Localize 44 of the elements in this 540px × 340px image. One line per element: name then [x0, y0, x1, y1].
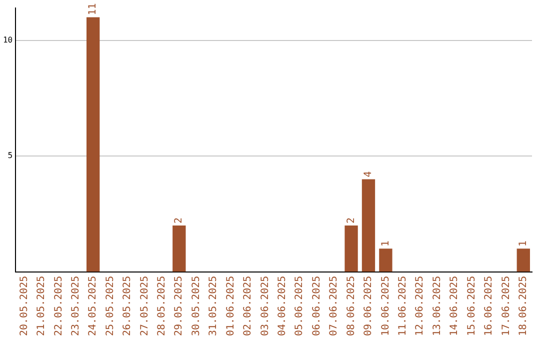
y-tick-label: 5: [8, 151, 13, 160]
x-tick-label: 15.06.2025: [466, 276, 478, 336]
bar: [172, 226, 186, 272]
x-tick-label: 03.06.2025: [260, 276, 271, 336]
x-tick-label: 28.05.2025: [156, 276, 168, 336]
x-tick-label: 18.06.2025: [518, 276, 529, 336]
x-tick-label: 26.05.2025: [122, 276, 134, 336]
x-tick-label: 21.05.2025: [36, 276, 48, 336]
x-tick-label: 07.06.2025: [328, 276, 340, 336]
data-label: 11: [88, 3, 99, 16]
bar: [379, 248, 392, 272]
x-tick-label: 06.06.2025: [311, 276, 322, 336]
x-tick-label: 20.05.2025: [18, 276, 30, 336]
x-tick-label: 13.06.2025: [432, 276, 443, 336]
y-tick-label: 10: [2, 35, 13, 44]
x-tick-label: 14.06.2025: [449, 276, 460, 336]
x-tick-label: 25.05.2025: [104, 276, 116, 336]
x-tick-label: 09.06.2025: [363, 276, 374, 336]
x-tick-label: 30.05.2025: [190, 276, 202, 336]
x-tick-label: 05.06.2025: [294, 276, 306, 336]
x-tick-label: 16.06.2025: [484, 276, 495, 336]
bar: [86, 17, 100, 272]
x-tick-label: 31.05.2025: [208, 276, 220, 336]
bar: [516, 248, 530, 272]
x-tick-label: 29.05.2025: [174, 276, 185, 336]
x-tick-label: 24.05.2025: [88, 276, 99, 336]
data-label: 4: [363, 171, 374, 178]
x-tick-label: 22.05.2025: [53, 276, 64, 336]
x-tick-label: 10.06.2025: [380, 276, 392, 336]
x-tick-label: 23.05.2025: [70, 276, 82, 336]
x-tick-label: 12.06.2025: [414, 276, 426, 336]
bar: [344, 226, 358, 272]
x-tick-label: 11.06.2025: [398, 276, 408, 336]
x-tick-label: 01.06.2025: [225, 276, 236, 336]
data-label: 2: [346, 217, 357, 224]
x-tick-label: 27.05.2025: [139, 276, 150, 336]
x-tick-label: 17.06.2025: [500, 276, 512, 336]
x-tick-label: 04.06.2025: [277, 276, 288, 336]
x-tick-label: 02.06.2025: [242, 276, 254, 336]
data-label: 2: [174, 217, 185, 224]
data-label: 1: [518, 240, 529, 247]
data-label: 1: [380, 240, 392, 247]
bar: [362, 179, 376, 272]
x-tick-label: 08.06.2025: [346, 276, 357, 336]
